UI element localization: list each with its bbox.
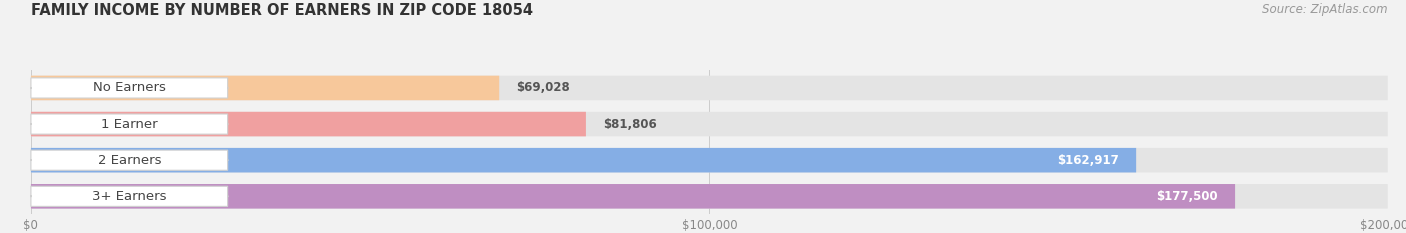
FancyBboxPatch shape <box>31 78 228 98</box>
Text: 3+ Earners: 3+ Earners <box>91 190 166 203</box>
FancyBboxPatch shape <box>31 184 1234 209</box>
FancyBboxPatch shape <box>31 148 1136 172</box>
FancyBboxPatch shape <box>31 184 1388 209</box>
Text: $81,806: $81,806 <box>603 118 657 130</box>
FancyBboxPatch shape <box>31 112 1388 136</box>
Text: FAMILY INCOME BY NUMBER OF EARNERS IN ZIP CODE 18054: FAMILY INCOME BY NUMBER OF EARNERS IN ZI… <box>31 3 533 18</box>
Text: $162,917: $162,917 <box>1057 154 1119 167</box>
Text: 2 Earners: 2 Earners <box>97 154 162 167</box>
FancyBboxPatch shape <box>31 150 228 170</box>
FancyBboxPatch shape <box>31 148 1388 172</box>
FancyBboxPatch shape <box>31 76 499 100</box>
Text: Source: ZipAtlas.com: Source: ZipAtlas.com <box>1263 3 1388 17</box>
FancyBboxPatch shape <box>31 112 586 136</box>
FancyBboxPatch shape <box>31 186 228 206</box>
Text: No Earners: No Earners <box>93 82 166 94</box>
FancyBboxPatch shape <box>31 76 1388 100</box>
Text: 1 Earner: 1 Earner <box>101 118 157 130</box>
FancyBboxPatch shape <box>31 114 228 134</box>
Text: $177,500: $177,500 <box>1157 190 1218 203</box>
Text: $69,028: $69,028 <box>516 82 569 94</box>
